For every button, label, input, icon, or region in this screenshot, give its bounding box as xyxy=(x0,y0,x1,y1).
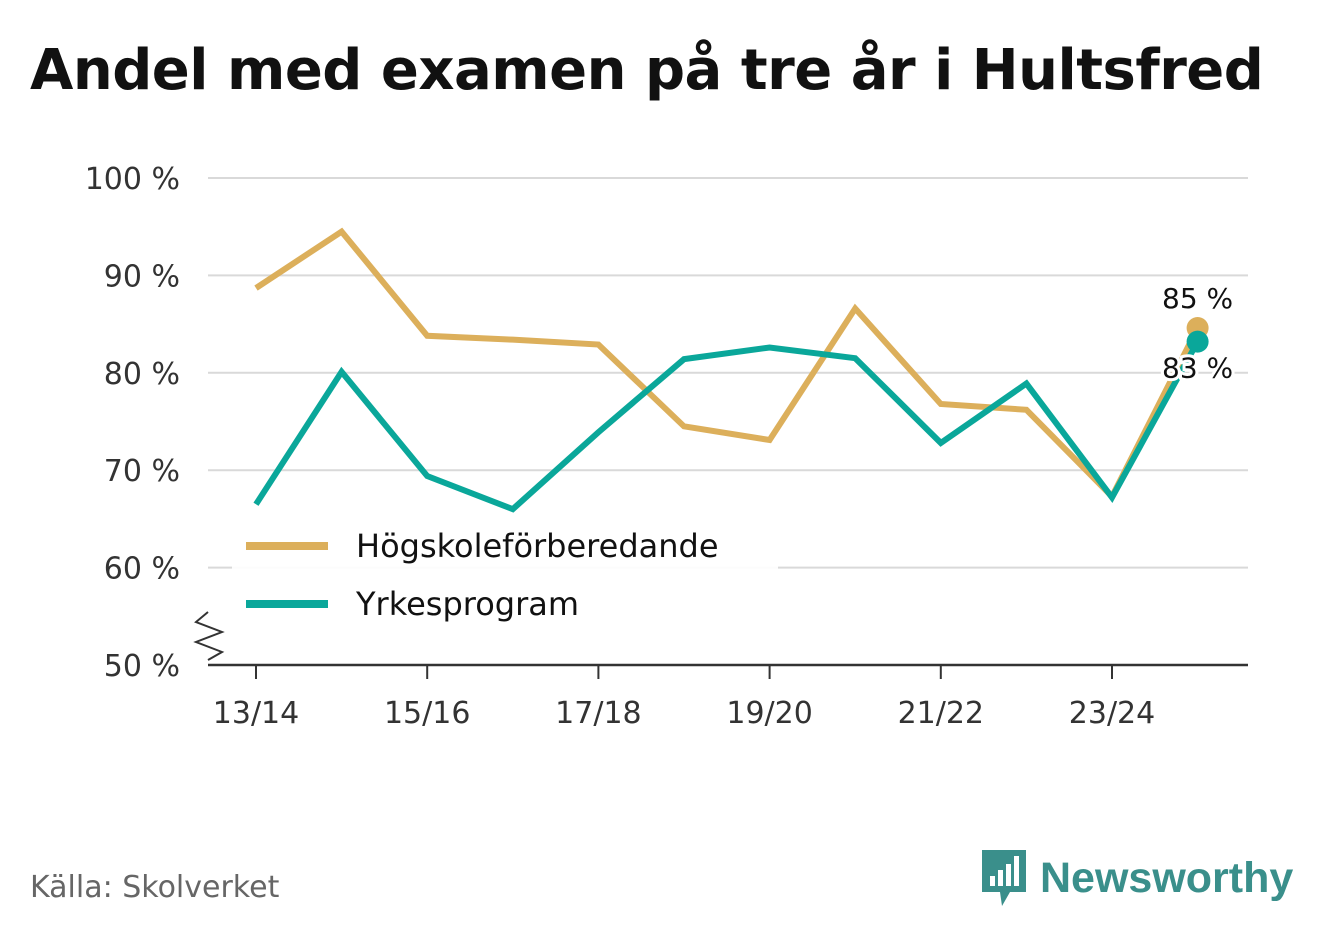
x-axis: 13/14 15/16 17/18 19/20 21/22 23/24 xyxy=(208,663,1248,731)
x-tick-label: 23/24 xyxy=(1069,696,1155,731)
end-value-label: 85 % xyxy=(1162,282,1233,315)
y-tick-label: 80 % xyxy=(104,357,180,392)
x-tick-label: 19/20 xyxy=(726,696,812,731)
legend: Högskoleförberedande Yrkesprogram xyxy=(232,518,778,623)
newsworthy-logo-icon xyxy=(982,850,1026,906)
series-line-yrkesprogram xyxy=(253,340,1201,513)
series-line-hogskoleforberedande xyxy=(254,227,1201,502)
brand: Newsworthy xyxy=(980,848,1293,908)
end-labels: 85 % 83 % xyxy=(1159,279,1236,388)
legend-label: Högskoleförberedande xyxy=(356,527,719,565)
legend-label: Yrkesprogram xyxy=(355,585,579,623)
end-value-label: 83 % xyxy=(1162,352,1233,385)
x-tick-label: 15/16 xyxy=(384,696,470,731)
x-tick-label: 21/22 xyxy=(898,696,984,731)
grid-lines xyxy=(208,177,1248,569)
y-axis-ticks: 50 % 60 % 70 % 80 % 90 % 100 % xyxy=(85,162,225,684)
y-tick-label: 70 % xyxy=(104,454,180,489)
series-lines xyxy=(253,227,1209,513)
x-tick-label: 13/14 xyxy=(213,696,299,731)
y-tick-label: 50 % xyxy=(104,649,180,684)
brand-name: Newsworthy xyxy=(1040,853,1294,902)
axis-break-mark xyxy=(193,611,225,661)
chart-title: Andel med examen på tre år i Hultsfred xyxy=(30,38,1264,103)
y-tick-label: 90 % xyxy=(104,259,180,294)
x-tick-label: 17/18 xyxy=(555,696,641,731)
source-note: Källa: Skolverket xyxy=(30,870,280,905)
y-tick-label: 60 % xyxy=(104,552,180,587)
end-point xyxy=(1186,330,1209,353)
y-tick-label: 100 % xyxy=(85,162,180,197)
